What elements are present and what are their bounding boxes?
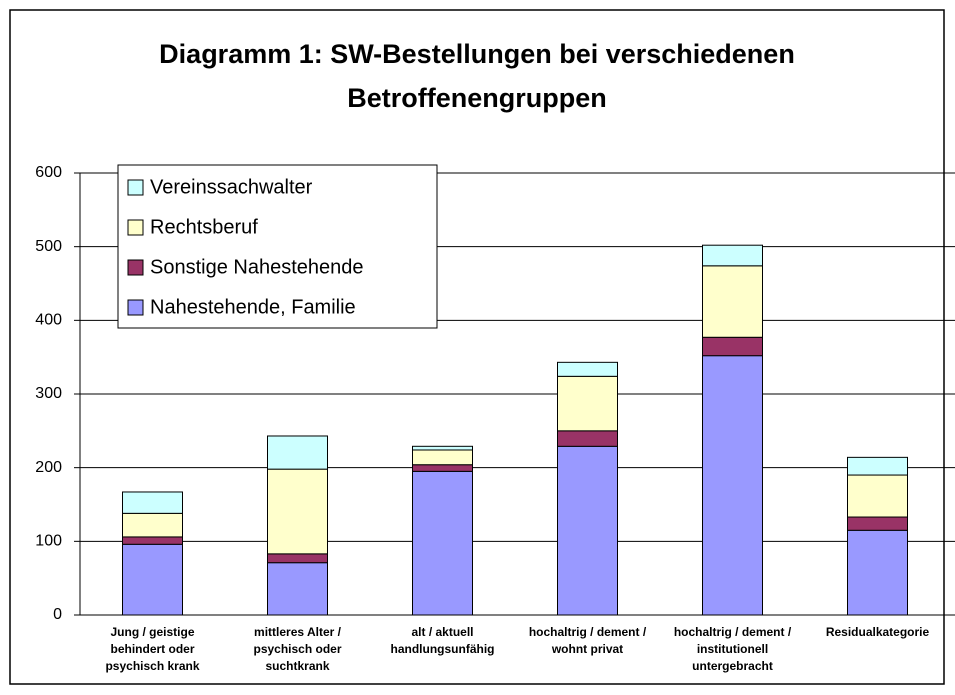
x-tick-label: untergebracht (692, 659, 773, 673)
legend-swatch (127, 259, 144, 276)
bar-segment (122, 491, 183, 514)
bar-segment (122, 536, 183, 545)
x-tick-label: hochaltrig / dement / (529, 625, 647, 639)
bar-segment (267, 562, 328, 616)
bar-segment (267, 553, 328, 564)
y-tick-label: 100 (35, 533, 62, 550)
legend-swatch (127, 179, 144, 196)
x-tick-label: Residualkategorie (826, 625, 930, 639)
bar-segment (702, 244, 763, 267)
y-tick-label: 500 (35, 238, 62, 255)
bar-segment (557, 361, 618, 377)
bar-segment (702, 355, 763, 616)
bar-segment (412, 449, 473, 466)
legend-label: Sonstige Nahestehende (150, 256, 364, 278)
bar-segment (557, 430, 618, 447)
x-tick-label: alt / aktuell (411, 625, 473, 639)
legend-swatch (127, 299, 144, 316)
legend-label: Rechtsberuf (150, 216, 258, 238)
y-tick-label: 200 (35, 459, 62, 476)
x-tick-label: Jung / geistige (110, 625, 194, 639)
x-tick-label: psychisch oder (253, 642, 341, 656)
x-tick-label: handlungsunfähig (391, 642, 495, 656)
y-tick-label: 600 (35, 164, 62, 181)
bar-segment (412, 464, 473, 472)
bar-segment (267, 468, 328, 555)
bar-segment (412, 470, 473, 616)
chart-title: Diagramm 1: SW-Bestellungen bei verschie… (159, 39, 795, 69)
bar-segment (557, 445, 618, 616)
bar-segment (122, 543, 183, 616)
x-tick-label: psychisch krank (105, 659, 199, 673)
x-tick-label: behindert oder (110, 642, 194, 656)
x-tick-label: mittleres Alter / (254, 625, 342, 639)
bar-segment (122, 512, 183, 538)
bar-segment (267, 435, 328, 470)
legend-box (117, 164, 438, 329)
chart-title: Betroffenengruppen (347, 83, 607, 113)
y-tick-label: 300 (35, 385, 62, 402)
bar-segment (847, 529, 908, 616)
x-tick-label: hochaltrig / dement / (674, 625, 792, 639)
x-tick-label: institutionell (697, 642, 768, 656)
bar-segment (847, 516, 908, 531)
legend-label: Nahestehende, Familie (150, 296, 356, 318)
legend-swatch (127, 219, 144, 236)
bar-segment (847, 474, 908, 518)
x-tick-label: wohnt privat (551, 642, 623, 656)
y-tick-label: 400 (35, 312, 62, 329)
bar-segment (702, 336, 763, 357)
x-tick-label: suchtkrank (265, 659, 329, 673)
bar-segment (702, 265, 763, 338)
bar-segment (412, 445, 473, 451)
bar-segment (557, 375, 618, 432)
bar-segment (847, 456, 908, 476)
legend-label: Vereinssachwalter (150, 176, 313, 198)
y-tick-label: 0 (53, 606, 62, 623)
